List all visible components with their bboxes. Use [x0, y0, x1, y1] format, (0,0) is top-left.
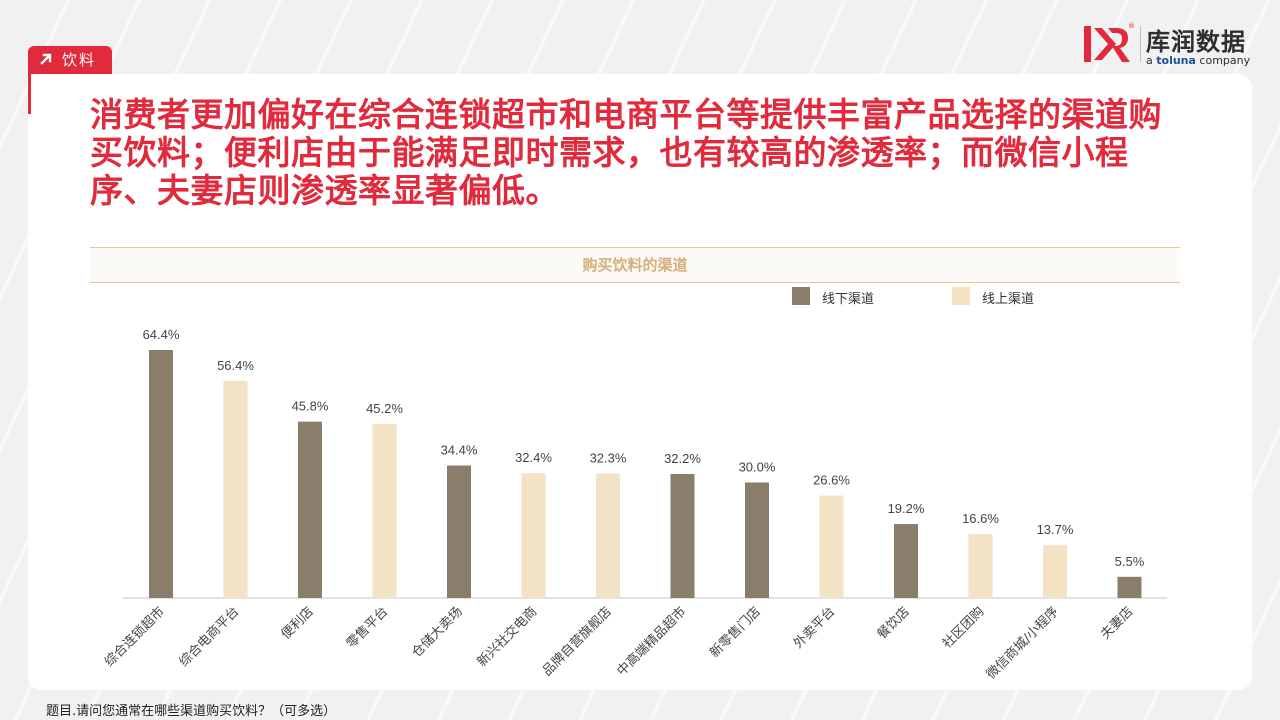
logo-divider: [1140, 26, 1141, 62]
tagline-brand: toluna: [1156, 54, 1196, 67]
bar-value-label: 5.5%: [1115, 554, 1145, 569]
tagline-prefix: a: [1146, 54, 1157, 67]
category-tick-label: 社区团购: [939, 604, 987, 652]
category-tick-label: 综合连锁超市: [101, 604, 167, 670]
bar-value-label: 45.2%: [366, 401, 403, 416]
legend-item-online: 线上渠道: [952, 286, 1072, 307]
chart-title: 购买饮料的渠道: [582, 256, 688, 274]
arrow-up-right-icon: [40, 53, 52, 65]
chart-title-bar: 购买饮料的渠道: [90, 247, 1180, 283]
legend-item-offline: 线下渠道: [792, 286, 912, 307]
category-tick-label: 微信商城/小程序: [984, 604, 1062, 682]
legend-label-offline: 线下渠道: [822, 292, 875, 307]
category-tick-label: 新兴社交电商: [474, 604, 540, 670]
category-tick-label: 新零售门店: [707, 604, 764, 661]
category-tick-label: 品牌自营旗舰店: [539, 604, 615, 680]
bar-4: [372, 423, 397, 598]
bar-value-label: 64.4%: [143, 327, 180, 342]
bar-value-label: 26.6%: [813, 473, 850, 488]
survey-question-footnote: 题目.请问您通常在哪些渠道购买饮料？（可多选）: [46, 704, 337, 719]
bar-2: [223, 380, 248, 598]
bar-value-label: 32.3%: [590, 451, 627, 466]
category-tag[interactable]: 饮料: [28, 46, 112, 74]
bar-14: [1117, 576, 1142, 598]
category-tick-label: 仓储大卖场: [409, 604, 466, 661]
category-tick-label: 便利店: [279, 604, 317, 642]
bar-8: [670, 474, 695, 598]
bar-11: [894, 524, 918, 598]
registered-mark: ®: [1128, 22, 1135, 30]
brand-tagline: a toluna company: [1146, 54, 1250, 67]
page-headline: 消费者更加偏好在综合连锁超市和电商平台等提供丰富产品选择的渠道购买饮料；便利店由…: [90, 95, 1162, 210]
bar-value-label: 32.2%: [664, 451, 701, 466]
bar-3: [298, 421, 322, 598]
brand-logo: ® 库润数据 a toluna company: [1082, 22, 1262, 70]
bar-value-label: 16.6%: [962, 511, 999, 526]
category-tick-label: 夫妻店: [1098, 604, 1136, 642]
legend-swatch-online: [952, 287, 970, 305]
tag-accent-line: [28, 74, 31, 114]
brand-name: 库润数据: [1146, 28, 1246, 56]
category-tick-label: 零售平台: [343, 604, 391, 652]
bar-value-label: 34.4%: [441, 443, 478, 458]
bar-9: [745, 482, 769, 598]
bar-value-label: 19.2%: [888, 501, 925, 516]
bar-13: [1043, 545, 1067, 598]
bar-7: [596, 473, 620, 598]
bar-value-label: 30.0%: [739, 459, 776, 474]
bar-value-label: 13.7%: [1037, 522, 1074, 537]
bar-12: [968, 534, 993, 598]
bar-1: [149, 350, 173, 598]
bar-5: [447, 465, 471, 598]
bar-value-label: 32.4%: [515, 450, 552, 465]
category-tick-label: 餐饮店: [874, 604, 913, 643]
category-tick-label: 中高端精品超市: [614, 604, 690, 680]
bar-10: [819, 495, 844, 598]
tagline-suffix: company: [1195, 54, 1251, 67]
category-tick-label: 外卖平台: [791, 604, 838, 651]
bar-value-label: 45.8%: [292, 399, 329, 414]
bar-value-label: 56.4%: [217, 358, 254, 373]
legend-label-online: 线上渠道: [982, 292, 1035, 307]
category-tag-label: 饮料: [62, 51, 97, 69]
legend-swatch-offline: [792, 287, 810, 305]
kr-logo-icon: [1084, 26, 1130, 62]
category-tick-label: 综合电商平台: [177, 604, 243, 670]
bar-6: [521, 473, 546, 598]
